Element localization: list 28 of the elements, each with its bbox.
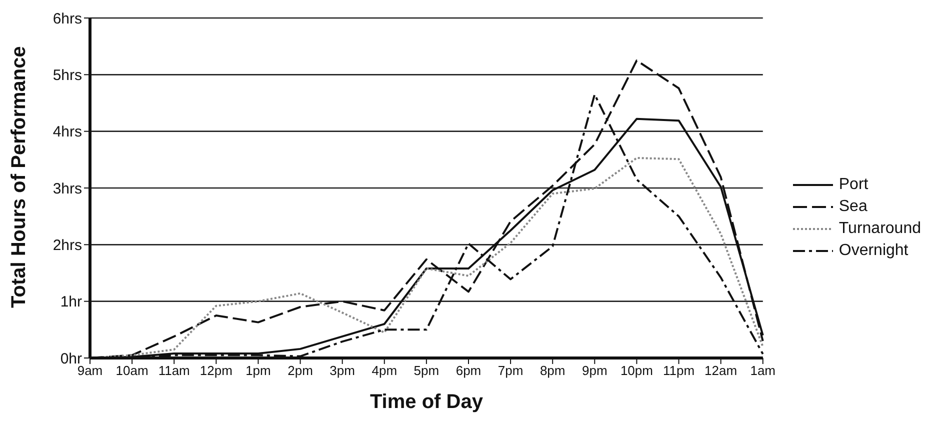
x-tick-label: 4pm	[372, 363, 398, 378]
legend-label: Overnight	[838, 242, 908, 260]
y-tick-label: 3hrs	[52, 180, 82, 198]
x-tick-label: 8pm	[540, 363, 566, 378]
x-tick-label: 12am	[704, 363, 738, 378]
y-tick-label: 4hrs	[52, 124, 82, 141]
x-tick-label: 5pm	[414, 363, 440, 378]
x-tick-label: 12pm	[200, 363, 232, 378]
x-tick-label: 1pm	[246, 363, 271, 378]
legend-label: Sea	[838, 198, 868, 216]
x-tick-label: 1am	[750, 363, 776, 378]
x-axis-title: Time of Day	[370, 391, 484, 413]
x-tick-label: 10pm	[620, 363, 653, 378]
y-tick-label: 1hr	[60, 294, 82, 311]
y-tick-label: 2hrs	[52, 236, 82, 254]
x-tick-label: 2pm	[288, 363, 313, 378]
y-tick-label: 5hrs	[52, 66, 82, 84]
x-tick-label: 9pm	[582, 363, 608, 378]
x-tick-label: 10am	[116, 363, 148, 378]
y-axis-title: Total Hours of Performance	[8, 46, 30, 308]
legend-label: Port	[838, 176, 868, 194]
x-tick-label: 11am	[158, 363, 190, 378]
x-tick-label: 3pm	[330, 363, 355, 378]
x-tick-label: 11pm	[662, 363, 695, 378]
y-tick-label: 6hrs	[52, 10, 82, 28]
x-tick-label: 6pm	[456, 363, 482, 378]
x-tick-label: 7pm	[498, 363, 524, 378]
legend-label: Turnaround	[838, 220, 921, 238]
